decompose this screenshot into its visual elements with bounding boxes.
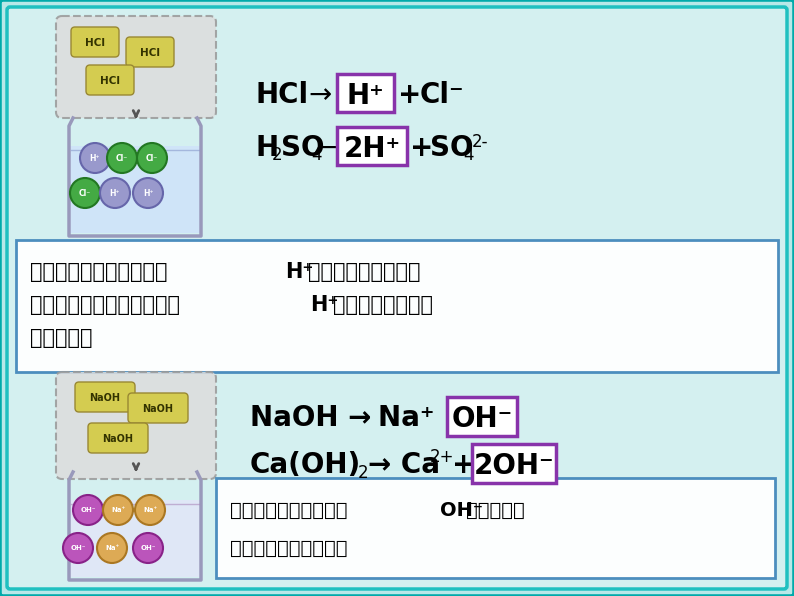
Text: OH⁻: OH⁻ xyxy=(70,545,86,551)
Text: Cl⁻: Cl⁻ xyxy=(79,189,91,198)
Text: H: H xyxy=(255,134,278,162)
FancyBboxPatch shape xyxy=(56,16,216,118)
Text: H⁺: H⁺ xyxy=(346,82,384,110)
FancyBboxPatch shape xyxy=(126,37,174,67)
Text: 4: 4 xyxy=(311,146,322,164)
Text: HCl: HCl xyxy=(255,81,308,109)
Circle shape xyxy=(137,143,167,173)
FancyBboxPatch shape xyxy=(56,372,216,479)
FancyBboxPatch shape xyxy=(68,500,202,577)
FancyBboxPatch shape xyxy=(337,127,407,165)
FancyBboxPatch shape xyxy=(7,7,787,589)
Text: 也有一些相似的性质。: 也有一些相似的性质。 xyxy=(230,539,348,557)
FancyBboxPatch shape xyxy=(75,382,135,412)
Text: →: → xyxy=(320,134,343,162)
Text: H⁺: H⁺ xyxy=(285,262,314,282)
Text: 2H⁺: 2H⁺ xyxy=(344,135,400,163)
Text: HCl: HCl xyxy=(140,48,160,58)
Text: 和酸根离子，即在不: 和酸根离子，即在不 xyxy=(308,262,421,282)
Text: +: + xyxy=(452,451,476,479)
Circle shape xyxy=(97,533,127,563)
Text: OH⁻: OH⁻ xyxy=(80,508,96,514)
Text: → Ca: → Ca xyxy=(368,451,440,479)
Text: ，所以酸有一些相: ，所以酸有一些相 xyxy=(333,295,433,315)
Circle shape xyxy=(133,533,163,563)
FancyBboxPatch shape xyxy=(71,27,119,57)
Circle shape xyxy=(80,143,110,173)
Text: OH⁻: OH⁻ xyxy=(451,405,513,433)
Text: 2OH⁻: 2OH⁻ xyxy=(474,452,554,480)
Circle shape xyxy=(135,495,165,525)
FancyBboxPatch shape xyxy=(68,146,202,233)
Circle shape xyxy=(133,178,163,208)
Text: Ca(OH): Ca(OH) xyxy=(250,451,361,479)
Circle shape xyxy=(103,495,133,525)
FancyBboxPatch shape xyxy=(128,393,188,423)
Text: 4: 4 xyxy=(463,146,473,164)
Text: ，所以，碱: ，所以，碱 xyxy=(466,501,525,520)
Text: 2: 2 xyxy=(358,464,368,482)
Text: Na⁺: Na⁺ xyxy=(105,545,119,551)
Text: H⁺: H⁺ xyxy=(90,154,100,163)
FancyBboxPatch shape xyxy=(216,478,775,578)
Text: H⁺: H⁺ xyxy=(110,189,120,198)
Circle shape xyxy=(73,495,103,525)
Text: Na⁺: Na⁺ xyxy=(111,508,125,514)
Text: HCl: HCl xyxy=(100,76,120,86)
FancyBboxPatch shape xyxy=(88,423,148,453)
Text: NaOH: NaOH xyxy=(142,404,174,414)
Text: +: + xyxy=(398,81,422,109)
Circle shape xyxy=(70,178,100,208)
Text: Cl⁻: Cl⁻ xyxy=(116,154,128,163)
Text: H⁺: H⁺ xyxy=(310,295,338,315)
Circle shape xyxy=(107,143,137,173)
Text: NaOH →: NaOH → xyxy=(250,404,372,432)
Text: HCl: HCl xyxy=(85,38,105,48)
Text: 似的性质。: 似的性质。 xyxy=(30,328,92,348)
Text: 2: 2 xyxy=(272,146,283,164)
Text: Cl⁻: Cl⁻ xyxy=(420,81,464,109)
Text: 2+: 2+ xyxy=(430,448,454,466)
FancyBboxPatch shape xyxy=(337,74,394,112)
Text: SO: SO xyxy=(281,134,325,162)
Text: 碱溶液中也含有相同的: 碱溶液中也含有相同的 xyxy=(230,501,348,520)
Text: 2-: 2- xyxy=(472,133,488,151)
Text: OH⁻: OH⁻ xyxy=(141,545,156,551)
Text: +: + xyxy=(410,134,434,162)
Text: Na⁺: Na⁺ xyxy=(143,508,157,514)
FancyBboxPatch shape xyxy=(447,397,517,436)
FancyBboxPatch shape xyxy=(472,444,556,483)
Text: 同的酸溶液中都含有相同的: 同的酸溶液中都含有相同的 xyxy=(30,295,180,315)
Text: H⁺: H⁺ xyxy=(143,189,153,198)
Text: SO: SO xyxy=(430,134,473,162)
Text: NaOH: NaOH xyxy=(102,434,133,444)
Text: →: → xyxy=(308,81,331,109)
Text: Cl⁻: Cl⁻ xyxy=(146,154,158,163)
Text: Na⁺ +: Na⁺ + xyxy=(378,404,468,432)
Text: NaOH: NaOH xyxy=(90,393,121,403)
FancyBboxPatch shape xyxy=(86,65,134,95)
Circle shape xyxy=(100,178,130,208)
FancyBboxPatch shape xyxy=(16,240,778,372)
Circle shape xyxy=(63,533,93,563)
Text: OH⁻: OH⁻ xyxy=(440,501,483,520)
Text: 酸在水溶液中都能解离出: 酸在水溶液中都能解离出 xyxy=(30,262,168,282)
